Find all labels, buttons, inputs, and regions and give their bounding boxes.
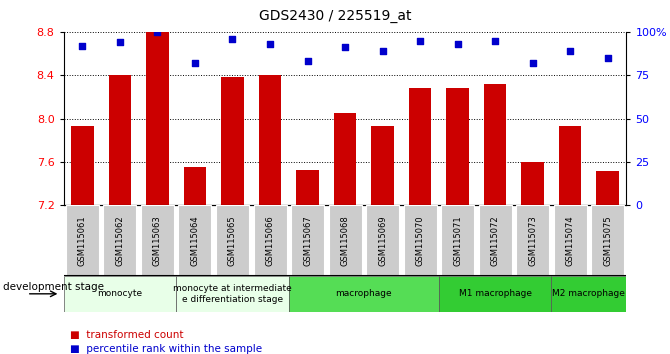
Bar (446, 88, 469, 205)
Point (452, 41, 463, 47)
Text: ■  transformed count: ■ transformed count (70, 330, 184, 339)
Bar (328, 205, 362, 276)
Bar (441, 205, 474, 276)
Bar (484, 84, 507, 205)
Text: GSM115073: GSM115073 (528, 215, 537, 266)
Text: GSM115068: GSM115068 (340, 215, 350, 266)
Bar (409, 88, 431, 205)
Point (152, 29, 163, 35)
Text: GSM115074: GSM115074 (565, 215, 575, 266)
Bar (289, 276, 439, 312)
Point (265, 41, 275, 47)
Point (227, 36, 238, 42)
Text: GSM115065: GSM115065 (228, 215, 237, 266)
Bar (366, 205, 399, 276)
Bar (334, 113, 356, 205)
Bar (591, 205, 624, 276)
Text: GSM115066: GSM115066 (265, 215, 275, 266)
Point (377, 48, 388, 54)
Text: monocyte at intermediate
e differentiation stage: monocyte at intermediate e differentiati… (173, 284, 292, 303)
Bar (291, 205, 324, 276)
Bar (64, 276, 176, 312)
Bar (221, 78, 244, 205)
Point (190, 60, 200, 66)
Text: GSM115061: GSM115061 (78, 215, 87, 266)
Bar (596, 171, 619, 205)
Text: GSM115069: GSM115069 (378, 215, 387, 266)
Point (302, 58, 313, 64)
Bar (553, 205, 587, 276)
Bar (259, 75, 281, 205)
Text: GSM115075: GSM115075 (603, 215, 612, 266)
Text: GSM115063: GSM115063 (153, 215, 162, 266)
Text: monocyte: monocyte (97, 289, 143, 298)
Bar (559, 126, 582, 205)
Point (77, 43, 88, 48)
Point (340, 45, 350, 50)
Bar (109, 75, 131, 205)
Bar (439, 276, 551, 312)
Text: GSM115070: GSM115070 (415, 215, 425, 266)
Text: GSM115064: GSM115064 (190, 215, 200, 266)
Point (565, 48, 576, 54)
Bar (403, 205, 437, 276)
Point (527, 60, 538, 66)
Point (490, 38, 500, 44)
Point (115, 39, 125, 45)
Text: GSM115062: GSM115062 (115, 215, 125, 266)
Bar (141, 205, 174, 276)
Point (602, 55, 613, 61)
Bar (71, 126, 94, 205)
Bar (551, 276, 626, 312)
Bar (516, 205, 549, 276)
Bar (371, 126, 394, 205)
Bar (178, 205, 212, 276)
Text: M1 macrophage: M1 macrophage (459, 289, 531, 298)
Bar (253, 205, 287, 276)
Point (415, 38, 425, 44)
Text: GSM115071: GSM115071 (453, 215, 462, 266)
Bar (103, 205, 137, 276)
Bar (184, 167, 206, 205)
Text: GSM115072: GSM115072 (490, 215, 500, 266)
Bar (478, 205, 512, 276)
Bar (146, 32, 169, 205)
Text: ■  percentile rank within the sample: ■ percentile rank within the sample (70, 344, 263, 354)
Bar (521, 162, 544, 205)
Bar (176, 276, 289, 312)
Text: macrophage: macrophage (336, 289, 392, 298)
Text: M2 macrophage: M2 macrophage (553, 289, 625, 298)
Bar (296, 170, 319, 205)
Bar (216, 205, 249, 276)
Text: development stage: development stage (3, 282, 105, 292)
Text: GDS2430 / 225519_at: GDS2430 / 225519_at (259, 9, 411, 23)
Text: GSM115067: GSM115067 (303, 215, 312, 266)
Bar (66, 205, 99, 276)
